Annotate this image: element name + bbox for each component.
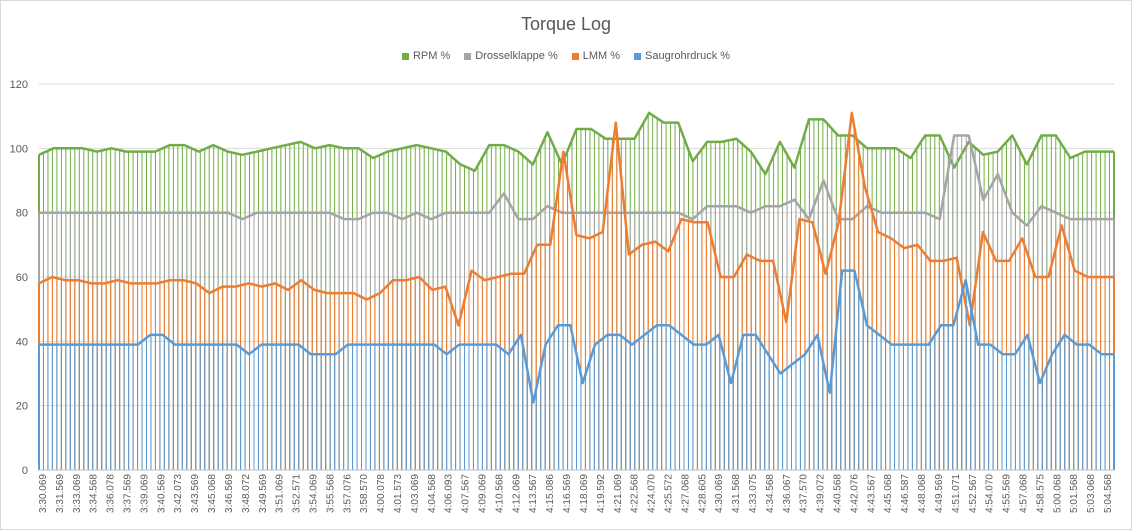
x-tick-label: 3:48.072 [241,474,252,513]
x-tick-label: 4:57.068 [1018,474,1029,513]
x-tick-label: 4:19.592 [596,474,607,513]
x-tick-label: 3:58.570 [359,474,370,513]
x-tick-label: 3:39.069 [139,474,150,513]
x-tick-label: 4:24.070 [647,474,658,513]
chart-title: Torque Log [520,14,612,34]
y-tick-label: 60 [16,272,28,284]
x-tick-label: 5:00.068 [1052,474,1063,513]
x-tick-label: 3:34.568 [89,474,100,513]
series-line [38,111,1114,327]
x-tick-label: 4:10.568 [494,474,505,513]
x-tick-label: 4:00.078 [376,474,387,513]
x-tick-label: 5:01.568 [1069,474,1080,513]
x-tick-label: 3:30.069 [38,474,49,513]
series-line [39,134,1114,227]
x-tick-label: 3:55.568 [325,474,336,513]
x-tick-label: 5:04.568 [1103,474,1114,513]
x-tick-label: 4:46.587 [900,474,911,513]
x-tick-label: 4:12.069 [511,474,522,513]
series-line [38,111,1114,176]
y-tick-label: 120 [10,79,28,91]
x-tick-label: 4:49.569 [934,474,945,513]
legend-swatch [571,52,579,60]
x-tick-label: 4:48.068 [917,474,928,513]
x-tick-label: 4:30.069 [714,474,725,513]
x-tick-label: 4:25.572 [663,474,674,513]
y-tick-label: 80 [16,208,28,220]
x-tick-label: 3:46.569 [224,474,235,513]
x-tick-label: 4:15.086 [545,474,556,513]
x-tick-label: 4:55.569 [1002,474,1013,513]
series-3 [38,269,1115,470]
x-tick-label: 4:27.068 [680,474,691,513]
x-tick-label: 4:45.068 [883,474,894,513]
x-tick-label: 4:39.072 [816,474,827,513]
x-tick-label: 3:37.569 [123,474,134,513]
x-tick-label: 4:09.069 [478,474,489,513]
x-tick-label: 4:06.093 [444,474,455,513]
y-tick-label: 100 [10,143,28,155]
x-tick-label: 4:22.568 [630,474,641,513]
x-tick-label: 4:07.567 [461,474,472,513]
x-tick-label: 4:58.575 [1035,474,1046,513]
legend-item: Saugrohrdruck % [634,50,730,62]
x-tick-label: 3:40.569 [156,474,167,513]
x-tick-label: 4:43.567 [866,474,877,513]
y-tick-label: 40 [16,336,28,348]
x-tick-label: 4:13.567 [528,474,539,513]
x-tick-label: 4:18.069 [579,474,590,513]
x-tick-label: 4:34.568 [765,474,776,513]
legend-swatch [464,52,472,60]
x-tick-label: 4:52.567 [968,474,979,513]
chart-legend: RPM % Drosselklappe % LMM % Saugrohrdruck % [0,50,1132,62]
x-tick-label: 3:49.569 [258,474,269,513]
x-tick-label: 4:28.605 [697,474,708,513]
x-tick-label: 4:01.573 [393,474,404,513]
x-tick-label: 3:31.569 [55,474,66,513]
y-tick-label: 20 [16,401,28,413]
x-tick-label: 3:45.068 [207,474,218,513]
legend-swatch [401,52,409,60]
series-line [39,269,1114,404]
x-tick-label: 4:16.569 [562,474,573,513]
x-tick-label: 4:03.069 [410,474,421,513]
legend-item: RPM % [401,50,451,62]
x-tick-label: 3:43.569 [190,474,201,513]
x-tick-label: 3:52.571 [292,474,303,513]
y-tick-label: 0 [22,465,28,477]
legend-item: LMM % [571,50,621,62]
x-tick-label: 4:54.070 [985,474,996,513]
x-tick-label: 3:42.073 [173,474,184,513]
x-tick-label: 4:40.568 [833,474,844,513]
x-tick-label: 3:57.076 [342,474,353,513]
legend-label: Saugrohrdruck % [645,50,731,62]
x-tick-label: 4:21.069 [613,474,624,513]
legend-label: LMM % [582,50,621,62]
x-tick-label: 3:51.069 [275,474,286,513]
x-tick-label: 4:42.076 [849,474,860,513]
legend-label: RPM % [412,50,451,62]
x-tick-label: 3:36.078 [106,474,117,513]
x-tick-label: 4:51.071 [951,474,962,513]
x-tick-label: 4:33.075 [748,474,759,513]
legend-swatch [634,52,642,60]
legend-item: Drosselklappe % [464,50,558,62]
x-tick-label: 5:03.068 [1086,474,1097,513]
x-tick-label: 3:33.069 [72,474,83,513]
x-tick-label: 4:36.067 [782,474,793,513]
legend-label: Drosselklappe % [475,50,558,62]
x-tick-label: 3:54.069 [308,474,319,513]
x-tick-label: 4:31.568 [731,474,742,513]
x-tick-label: 4:37.570 [799,474,810,513]
x-tick-label: 4:04.568 [427,474,438,513]
